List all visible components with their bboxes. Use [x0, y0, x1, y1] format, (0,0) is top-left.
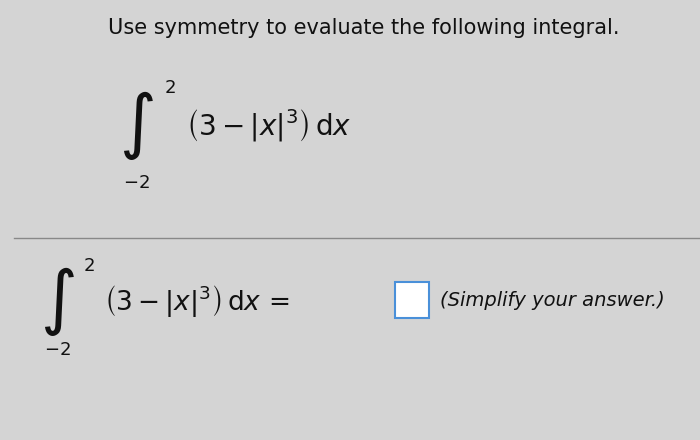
Text: $2$: $2$: [83, 257, 94, 275]
Text: (Simplify your answer.): (Simplify your answer.): [440, 290, 664, 310]
Text: $\left(3 - |x|^{3}\right)\,\mathrm{d}x$: $\left(3 - |x|^{3}\right)\,\mathrm{d}x$: [186, 107, 351, 143]
Text: $\int$: $\int$: [40, 265, 75, 338]
FancyBboxPatch shape: [395, 282, 429, 318]
Text: $-2$: $-2$: [123, 174, 150, 191]
Text: $-2$: $-2$: [44, 341, 71, 359]
Text: $\int$: $\int$: [119, 89, 154, 162]
Text: $2$: $2$: [164, 79, 176, 97]
Text: Use symmetry to evaluate the following integral.: Use symmetry to evaluate the following i…: [108, 18, 620, 37]
Text: $\left(3 - |x|^{3}\right)\,\mathrm{d}x\,=$: $\left(3 - |x|^{3}\right)\,\mathrm{d}x\,…: [104, 283, 290, 319]
